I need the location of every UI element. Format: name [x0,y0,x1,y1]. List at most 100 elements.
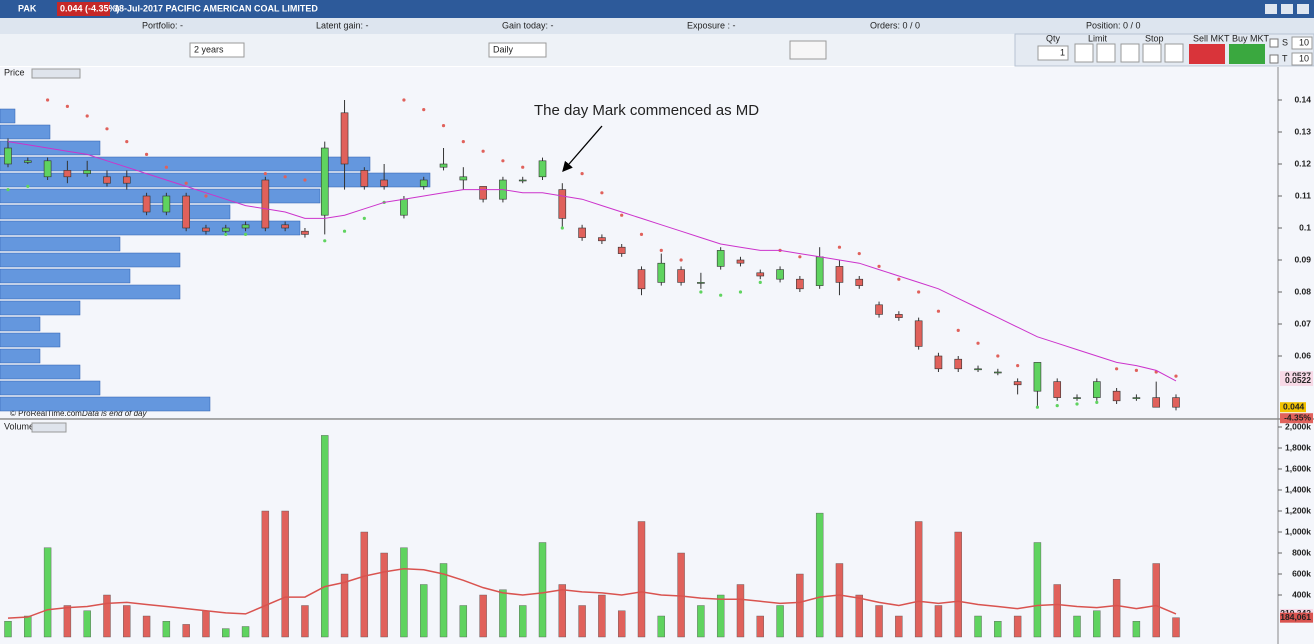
candle-body [23,160,32,163]
volume-bar [241,626,250,638]
profile-bar [0,156,371,172]
sar-dot [164,165,168,169]
limit-button[interactable] [1096,43,1116,63]
candle-body [1073,397,1081,399]
sar-dot [857,252,861,256]
window-button[interactable] [1281,4,1293,14]
volume-bar [142,615,151,638]
s-input[interactable] [1291,36,1313,50]
sar-dot [45,98,50,102]
interval-select[interactable] [488,42,547,58]
moving-average [7,141,1177,382]
y-tick-label: 0.13 [1294,126,1311,136]
interval: Daily [493,44,514,54]
volume-bar [776,605,784,638]
axis-tag-label: 184,061 [1280,612,1311,622]
volume-bar [261,510,270,638]
sell-button[interactable] [1189,44,1225,64]
volume-bar [558,584,567,638]
s-value: 10 [1299,37,1309,47]
qty-input[interactable] [1037,45,1069,61]
info-item: Gain today: - [502,20,554,30]
candle-body [835,266,844,283]
info-bar [0,18,1314,34]
profile-bar [0,252,181,268]
volume-bar [538,542,547,638]
candle-body [1033,362,1042,392]
profile-bar [0,380,101,396]
sar-dot [243,232,248,236]
sar-dot [125,140,129,144]
checkbox[interactable] [1269,54,1279,64]
volume-bar [301,605,309,638]
window-button[interactable] [1297,4,1309,14]
sar-dot [422,108,426,112]
sar-dot [659,248,663,252]
volume-bar [439,563,448,638]
buy-button[interactable] [1229,44,1265,64]
candle-body [459,176,468,181]
sar-dot [1115,367,1119,371]
profile-bar [0,396,211,412]
candle-body [1093,381,1101,398]
profile-bar [0,348,41,364]
candle-body [617,246,626,254]
sar-dot [1016,364,1020,368]
candle-body [578,227,586,238]
candle-body [716,250,725,267]
period-select[interactable] [189,42,245,58]
candle-body [1152,397,1161,408]
limit-button[interactable] [1074,43,1094,63]
stop-button[interactable] [1142,43,1162,63]
chart-type-button[interactable] [789,40,827,60]
volume-bar [380,552,388,638]
sar-dot [283,175,287,179]
t-input[interactable] [1291,52,1313,66]
window-button[interactable] [1265,4,1277,14]
volume-bar [1093,610,1101,638]
volume-bar [499,589,507,638]
panel-tools[interactable] [31,422,67,433]
candle-body [281,224,289,229]
candle-body [479,186,487,200]
profile-bar [0,284,181,300]
volume-bar [716,594,725,638]
info-item: Portfolio: - [142,20,183,30]
candle-body [202,227,210,232]
profile-bar [0,300,81,316]
candle-body [320,147,329,216]
axis-tag-label: 0.0537 [1285,370,1311,380]
volume-bar [855,594,863,638]
volume-bar [914,521,923,638]
stop-label: Stop [1145,33,1164,43]
checkbox[interactable] [1269,38,1279,48]
volume-bar [697,605,705,638]
volume-bar [63,605,72,638]
sell-label: Sell MKT [1193,33,1230,43]
sar-dot [184,181,188,185]
sar-dot [818,258,822,262]
sar-dot [1095,400,1099,404]
title-bar [0,0,1314,18]
volume-bar [617,610,626,638]
sar-dot [679,258,683,262]
sar-dot [263,172,267,176]
candle-body [301,230,309,235]
sar-dot [897,277,901,281]
volume-bar [281,510,289,638]
volume-bar [459,605,468,638]
profile-bar [0,236,121,252]
sar-dot [26,184,30,188]
candle-body [954,358,963,370]
stop-button[interactable] [1120,43,1140,63]
stop-button[interactable] [1164,43,1184,63]
candle-body [934,355,943,370]
volume-bar [1172,617,1180,638]
sar-dot [461,140,465,144]
candle-body [974,368,982,371]
volume-bar [637,521,646,638]
sar-dot [501,159,505,163]
sar-dot [936,309,941,313]
panel-tools[interactable] [31,68,81,79]
